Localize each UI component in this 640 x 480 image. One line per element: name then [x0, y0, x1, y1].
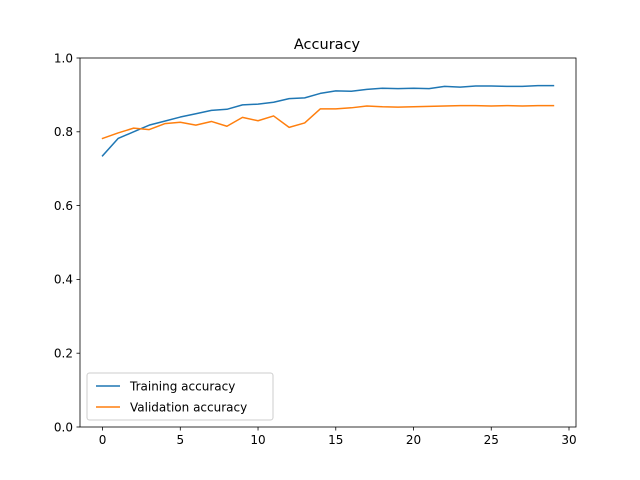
x-tick-label: 10 [250, 433, 265, 447]
y-tick-label: 0.8 [54, 125, 73, 139]
x-tick-label: 15 [328, 433, 343, 447]
legend-box [86, 372, 274, 421]
axes-frame [79, 57, 577, 428]
legend-label-1: Training accuracy [129, 379, 235, 393]
x-tick-label: 0 [99, 433, 107, 447]
x-tick-label: 30 [561, 433, 576, 447]
y-tick-label: 0.2 [54, 347, 73, 361]
y-tick-label: 1.0 [54, 51, 73, 65]
y-tick-label: 0.0 [54, 420, 73, 434]
plot-area: 0 5 10 15 20 25 30 0.0 0.2 0.4 0.6 0.8 1.0 [54, 51, 577, 447]
legend-label-2: Validation accuracy [130, 400, 247, 414]
series-line-2 [101, 104, 555, 140]
chart-title: Accuracy [294, 37, 361, 53]
y-tick-label: 0.6 [54, 199, 73, 213]
x-tick-label: 25 [484, 433, 499, 447]
x-tick-label: 5 [176, 433, 184, 447]
y-tick-label: 0.4 [54, 273, 73, 287]
x-tick-label: 20 [406, 433, 421, 447]
series-line-1 [101, 84, 555, 157]
legend: Training accuracy Validation accuracy [86, 372, 274, 421]
